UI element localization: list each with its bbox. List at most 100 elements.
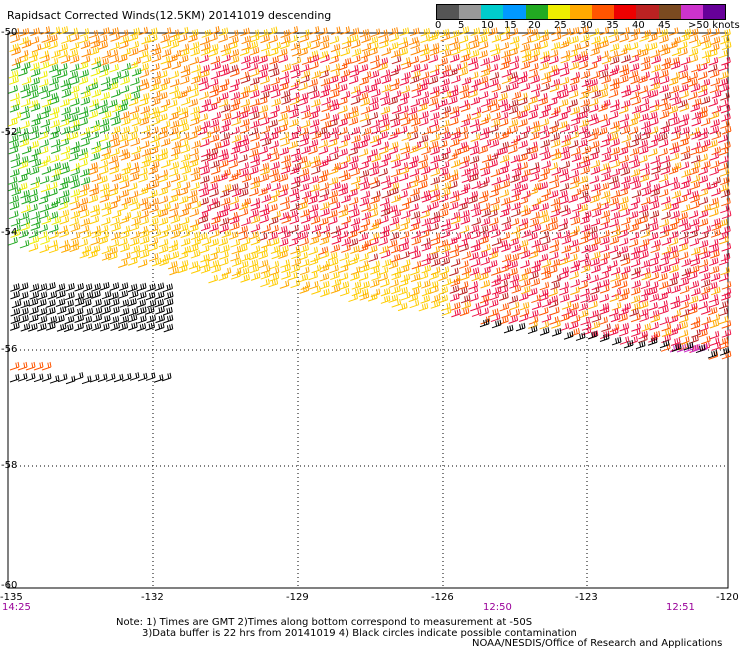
wind-barb <box>517 75 528 85</box>
wind-barb <box>70 145 80 155</box>
wind-barb <box>591 183 601 192</box>
wind-barb <box>58 201 69 211</box>
wind-barb <box>30 77 40 86</box>
wind-barb <box>638 215 648 225</box>
cb-label-10: 10 <box>481 20 494 31</box>
wind-barb <box>570 245 580 255</box>
wind-barb <box>78 34 89 44</box>
wind-barb <box>647 286 658 296</box>
wind-barb <box>529 203 540 212</box>
wind-barb <box>578 110 588 120</box>
wind-barb <box>41 361 52 371</box>
colorbar-seg-5 <box>547 5 570 19</box>
wind-barb <box>569 271 579 280</box>
wind-barb <box>391 105 402 114</box>
wind-barb <box>199 160 209 170</box>
wind-barb <box>289 224 299 234</box>
wind-barb <box>629 231 640 241</box>
wind-barb <box>369 103 379 112</box>
wind-barb <box>671 125 681 135</box>
wind-barb <box>398 97 408 107</box>
wind-barb <box>249 29 260 38</box>
wind-barb <box>650 155 660 165</box>
wind-barb <box>269 267 280 276</box>
wind-barb <box>20 83 30 93</box>
wind-barb <box>229 196 239 205</box>
wind-barb <box>629 91 640 100</box>
wind-barb <box>721 113 731 122</box>
wind-barb <box>448 68 458 77</box>
cb-label-5: 5 <box>458 20 465 31</box>
wind-barb <box>128 132 138 142</box>
wind-barb <box>359 169 370 179</box>
wind-barb <box>598 90 609 99</box>
wind-barb <box>390 153 401 163</box>
wind-barb <box>491 34 502 43</box>
wind-barb <box>428 97 439 107</box>
wind-barb <box>639 104 650 113</box>
wind-barb <box>139 117 150 126</box>
wind-barb <box>81 48 92 58</box>
wind-barb <box>648 195 659 205</box>
wind-barb <box>101 306 111 315</box>
wind-barb <box>101 252 112 261</box>
wind-barb <box>468 281 478 290</box>
wind-barb <box>278 173 289 183</box>
wind-barb <box>20 189 30 199</box>
wind-barb <box>708 294 719 303</box>
wind-barb <box>650 82 660 91</box>
wind-barb <box>47 181 58 191</box>
wind-barb <box>710 272 721 282</box>
wind-barb <box>28 243 39 252</box>
wind-barb <box>231 134 242 143</box>
wind-barb <box>441 307 452 316</box>
wind-barb <box>619 322 630 332</box>
lon-label-120: -120 <box>716 592 739 603</box>
wind-barb <box>711 176 721 186</box>
wind-barb <box>650 314 661 323</box>
wind-barb <box>459 260 469 269</box>
wind-barb <box>528 232 538 241</box>
wind-barb <box>479 161 490 171</box>
wind-barb <box>81 375 92 385</box>
wind-barb <box>259 117 270 126</box>
wind-barb <box>80 40 91 50</box>
wind-barb <box>698 218 709 227</box>
wind-barb <box>331 182 341 191</box>
wind-barb <box>478 76 489 85</box>
wind-barb <box>650 77 661 87</box>
wind-barb <box>179 132 190 141</box>
wind-barb <box>279 183 289 193</box>
wind-barb <box>30 68 41 77</box>
wind-barb <box>240 75 251 84</box>
wind-barb <box>48 200 59 210</box>
wind-barb <box>548 110 559 119</box>
wind-barb <box>298 97 309 106</box>
wind-barb <box>337 83 348 93</box>
wind-barb <box>450 42 461 52</box>
wind-barb <box>570 147 581 156</box>
wind-barb <box>570 216 581 226</box>
wind-barb <box>499 316 509 325</box>
wind-barb <box>40 41 51 50</box>
colorbar-seg-0 <box>437 5 460 19</box>
wind-barb <box>257 245 268 254</box>
wind-barb <box>391 159 401 169</box>
wind-barb <box>190 47 201 57</box>
wind-barb <box>151 47 162 56</box>
wind-barb <box>319 201 330 211</box>
wind-barb <box>709 330 720 340</box>
wind-barb <box>469 49 480 59</box>
wind-barb <box>136 299 146 308</box>
wind-barb <box>391 209 402 219</box>
wind-barb <box>47 315 57 325</box>
wind-barb <box>199 188 210 198</box>
wind-barb <box>488 209 498 218</box>
wind-barb <box>568 320 579 330</box>
wind-barb <box>161 61 172 71</box>
wind-barb <box>679 103 690 112</box>
wind-barb <box>630 286 641 296</box>
wind-barb <box>29 306 39 316</box>
wind-barb <box>468 89 478 99</box>
wind-barb <box>429 222 439 232</box>
